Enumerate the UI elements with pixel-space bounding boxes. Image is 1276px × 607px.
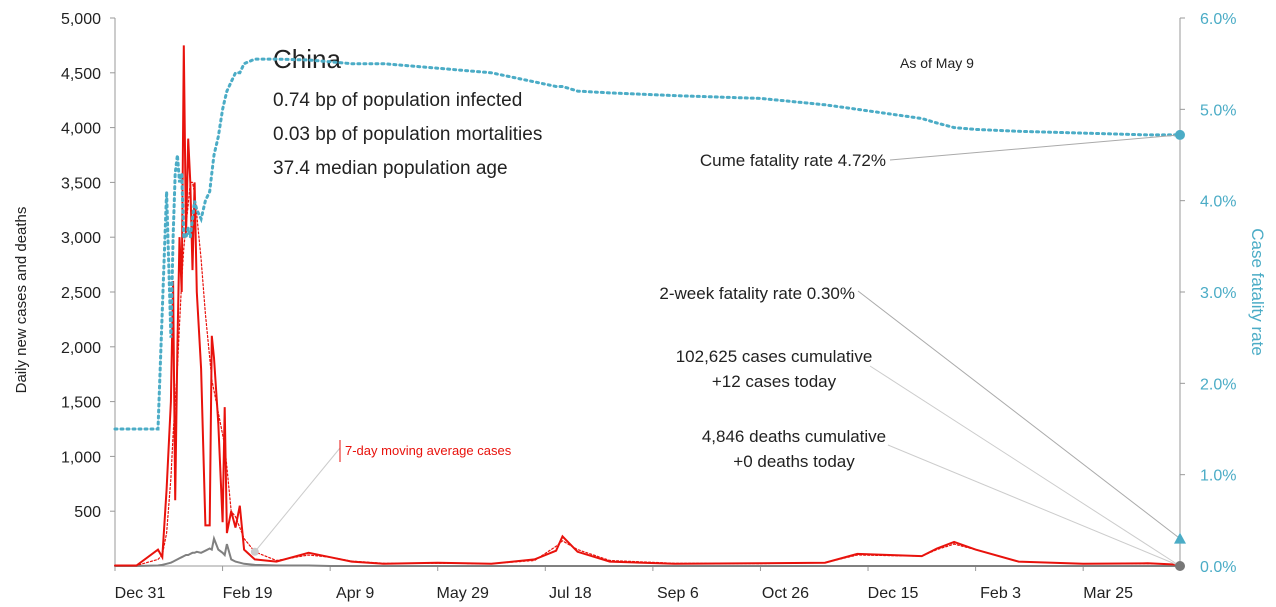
annotation: 2-week fatality rate 0.30%: [659, 284, 855, 303]
y2-tick-label: 2.0%: [1200, 376, 1236, 393]
callout-dot: [250, 547, 259, 556]
y2-tick-label: 6.0%: [1200, 11, 1236, 28]
y2-axis-label: Case fatality rate: [1248, 228, 1267, 356]
info-line: 0.03 bp of population mortalities: [273, 124, 542, 145]
end-marker: [1175, 561, 1185, 571]
annotation: +12 cases today: [712, 372, 837, 391]
x-tick-label: Mar 25: [1083, 585, 1133, 602]
y-axis-label: Daily new cases and deaths: [13, 207, 30, 394]
annotation: Cume fatality rate 4.72%: [700, 151, 886, 170]
y2-tick-label: 4.0%: [1200, 194, 1236, 211]
y2-tick-label: 0.0%: [1200, 559, 1236, 576]
series-callout: 7-day moving average cases: [345, 443, 512, 458]
y-tick-label: 4,000: [61, 121, 101, 138]
leader-line: [857, 290, 1181, 539]
y-tick-label: 4,500: [61, 66, 101, 83]
leader-line: [887, 444, 1181, 567]
y-tick-label: 1,000: [61, 449, 101, 466]
x-tick-label: Sep 6: [657, 585, 699, 602]
series-line: [114, 45, 1181, 567]
y2-tick-label: 1.0%: [1200, 468, 1236, 485]
y-tick-label: 500: [74, 504, 101, 521]
series-line: [114, 181, 1181, 567]
chart-title: China: [273, 44, 341, 74]
y-tick-label: 3,500: [61, 175, 101, 192]
annotation: 102,625 cases cumulative: [676, 347, 873, 366]
leader-line: [889, 134, 1181, 161]
series-line: [113, 57, 1182, 431]
x-tick-label: Dec 15: [868, 585, 919, 602]
x-tick-label: Jul 18: [549, 585, 592, 602]
info-line: 37.4 median population age: [273, 158, 508, 179]
y-tick-label: 2,500: [61, 285, 101, 302]
x-tick-label: Feb 19: [223, 585, 273, 602]
y-tick-label: 2,000: [61, 340, 101, 357]
y2-tick-label: 3.0%: [1200, 285, 1236, 302]
annotation: +0 deaths today: [733, 452, 855, 471]
x-tick-label: Feb 3: [980, 585, 1021, 602]
info-line: 0.74 bp of population infected: [273, 90, 522, 111]
two-week-rate-marker: [1174, 532, 1186, 544]
leader-line: [254, 447, 341, 553]
x-tick-label: Apr 9: [336, 585, 374, 602]
x-tick-label: May 29: [436, 585, 489, 602]
y-tick-label: 1,500: [61, 395, 101, 412]
x-tick-label: Oct 26: [762, 585, 809, 602]
as-of: As of May 9: [900, 55, 974, 71]
y-tick-label: 5,000: [61, 11, 101, 28]
series-line: [114, 535, 1181, 567]
leader-line: [869, 365, 1181, 567]
cume-rate-marker: [1175, 129, 1185, 140]
annotation: 4,846 deaths cumulative: [702, 427, 886, 446]
y2-tick-label: 5.0%: [1200, 102, 1236, 119]
y-tick-label: 3,000: [61, 230, 101, 247]
x-tick-label: Dec 31: [115, 585, 166, 602]
